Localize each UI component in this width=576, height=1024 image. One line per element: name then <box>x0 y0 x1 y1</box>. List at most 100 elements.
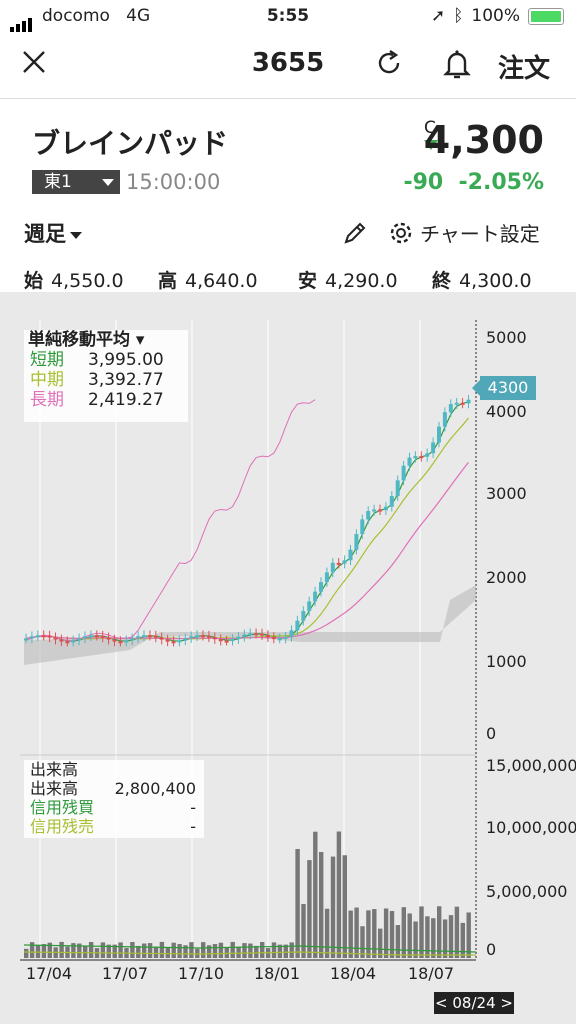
network-label: 4G <box>126 6 151 26</box>
draw-button[interactable] <box>342 220 368 250</box>
volume-row: 出来高 2,800,400 <box>24 779 204 798</box>
ma-short-label: 短期 <box>30 350 64 370</box>
volume-bar <box>254 945 259 958</box>
volume-bar <box>236 946 241 958</box>
chart-settings-label[interactable]: チャート設定 <box>420 222 540 246</box>
price-change-percent: -2.05% <box>458 170 544 195</box>
candle-body <box>94 635 99 638</box>
volume-bar <box>366 910 371 958</box>
candle-body <box>118 641 123 644</box>
volume-bar <box>212 944 218 958</box>
candle-body <box>437 426 441 443</box>
candle-body <box>442 412 447 427</box>
ma-long-value: 2,419.27 <box>88 390 164 410</box>
volume-bar <box>118 942 123 958</box>
volume-label: 出来高 <box>30 779 79 798</box>
volume-bar <box>372 909 377 958</box>
ma-mid-line <box>25 417 469 640</box>
battery-icon <box>528 7 564 25</box>
candle-body <box>171 641 176 644</box>
margin-buy-value: - <box>190 798 196 817</box>
lagging-span-line <box>25 399 316 642</box>
chart-toolbar: 週足 チャート設定 <box>0 212 576 252</box>
candle-body <box>142 635 146 638</box>
volume-legend-title: 出来高 <box>30 760 79 779</box>
candle-body <box>112 639 117 642</box>
volume-bar <box>29 942 35 958</box>
ma-short-line <box>25 401 469 642</box>
volume-bar <box>283 944 288 958</box>
low-value: 安 4,290.0 <box>298 270 398 292</box>
high-value: 高 4,640.0 <box>158 270 258 292</box>
nav-bar: 3655 注文 <box>0 34 576 99</box>
volume-bar <box>130 941 135 958</box>
ma-long-label: 長期 <box>30 390 64 410</box>
alert-button[interactable] <box>442 48 472 84</box>
volume-bars <box>23 831 477 958</box>
candle-body <box>295 620 300 631</box>
close-button[interactable] <box>20 48 48 84</box>
candlesticks <box>24 394 471 647</box>
candle-body <box>124 640 129 643</box>
close-mark: C <box>424 118 436 138</box>
candle-body <box>378 509 382 512</box>
volume-bar <box>183 945 188 958</box>
candle-body <box>271 637 276 640</box>
x-label-1704: 17/04 <box>26 964 73 983</box>
candle-body <box>313 591 318 602</box>
volume-bar <box>230 941 235 958</box>
quote-panel: ブレインパッド 東1 15:00:00 C 4,300 -90 -2.05% <box>10 110 566 200</box>
volume-bar <box>319 852 324 958</box>
volume-bar <box>218 942 224 958</box>
volume-bar <box>336 831 342 958</box>
margin-buy-label: 信用残買 <box>30 798 95 817</box>
signal-icon <box>10 12 34 32</box>
vol-label-10m: 10,000,000 <box>486 818 576 837</box>
vol-label-15m: 15,000,000 <box>486 756 576 775</box>
volume-bar <box>407 913 412 958</box>
volume-bar <box>106 944 111 958</box>
volume-bar <box>159 941 165 958</box>
vol-label-5m: 5,000,000 <box>486 882 568 901</box>
exchange-selector[interactable]: 東1 <box>32 170 120 194</box>
volume-bar <box>395 925 401 958</box>
candle-body <box>41 635 46 638</box>
candle-body <box>289 630 294 637</box>
candle-body <box>283 636 288 639</box>
x-label-1804: 18/04 <box>330 964 377 983</box>
bell-icon <box>443 50 471 79</box>
period-selector[interactable]: 週足 <box>24 218 82 248</box>
candle-body <box>201 635 205 638</box>
chart-settings-button[interactable] <box>388 220 414 250</box>
candle-body <box>206 635 211 638</box>
ma-short-row: 短期 3,995.00 <box>24 350 188 370</box>
y-label-3000: 3000 <box>486 484 527 503</box>
reload-button[interactable] <box>374 48 404 82</box>
candle-body <box>248 633 253 636</box>
candle-body <box>159 637 164 640</box>
volume-bar <box>307 860 312 958</box>
status-right: ➚ ᛒ 100% <box>431 6 564 26</box>
ma-legend[interactable]: 単純移動平均 ▾ 短期 3,995.00 中期 3,392.77 長期 2,419.2… <box>24 330 188 422</box>
moving-average-lines <box>25 399 469 642</box>
candle-body <box>407 457 412 466</box>
candle-body <box>130 638 135 641</box>
candle-body <box>301 611 306 621</box>
volume-bar <box>248 943 253 958</box>
volume-value: 2,800,400 <box>114 779 196 798</box>
volume-bar <box>295 848 300 958</box>
carrier-label: docomo 4G <box>42 6 151 26</box>
volume-bar <box>100 942 106 958</box>
volume-bar <box>289 942 294 958</box>
date-navigator[interactable]: < 08/24 > <box>434 992 514 1014</box>
order-button[interactable]: 注文 <box>498 54 551 84</box>
ma-legend-title: 単純移動平均 ▾ <box>28 330 145 350</box>
volume-bar <box>224 947 229 958</box>
x-label-1801: 18/01 <box>254 964 301 983</box>
volume-bar <box>201 942 206 958</box>
candle-body <box>189 636 194 639</box>
volume-bar <box>313 831 318 958</box>
candle-body <box>413 456 418 459</box>
ma-long-line <box>25 462 469 640</box>
